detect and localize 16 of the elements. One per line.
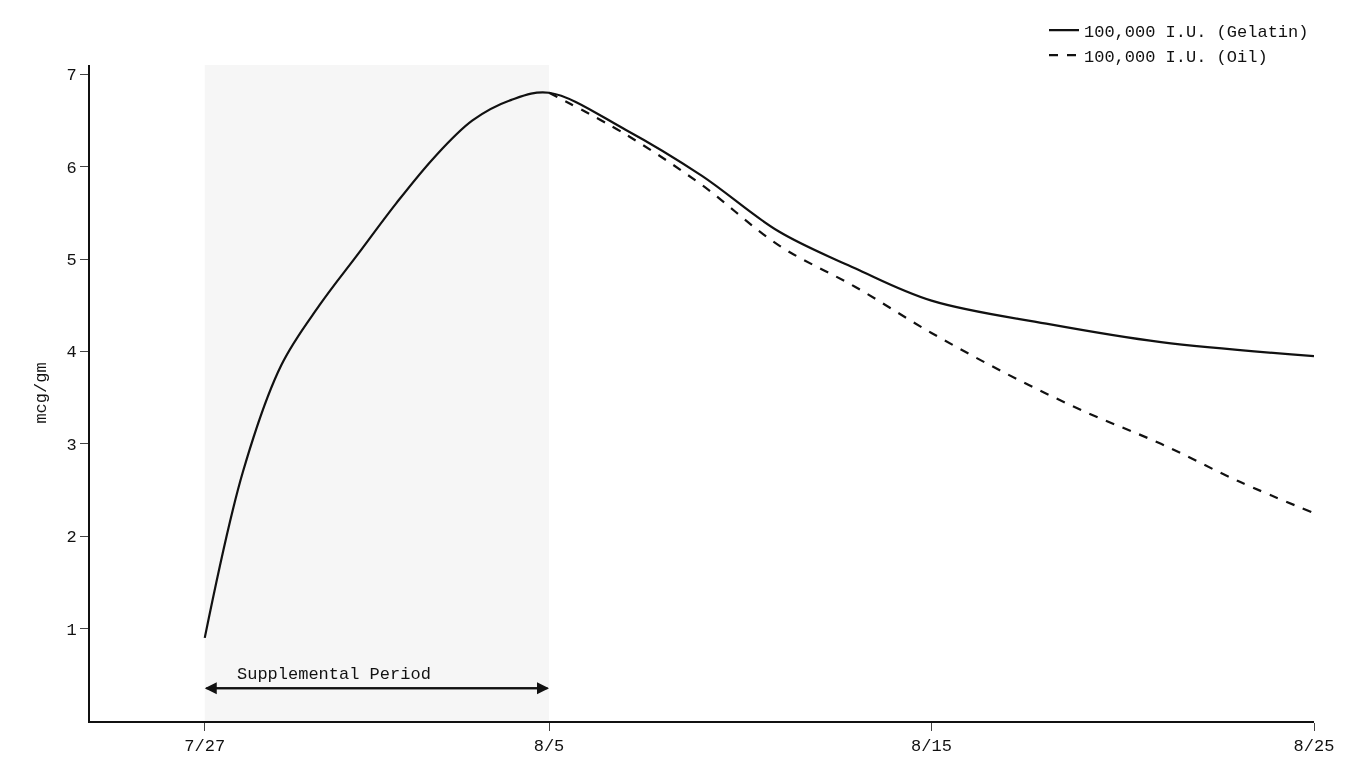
legend-label: 100,000 I.U. (Oil) bbox=[1084, 47, 1268, 67]
y-tick-label: 2 bbox=[66, 528, 77, 548]
line-series bbox=[203, 91, 1314, 639]
y-tick-label: 1 bbox=[66, 620, 77, 640]
y-tick-label: 5 bbox=[66, 250, 77, 270]
y-tick-label: 6 bbox=[66, 158, 77, 178]
x-tick-label: 8/25 bbox=[1293, 737, 1335, 757]
band-label: Supplemental Period bbox=[237, 665, 431, 684]
y-tick-label: 4 bbox=[66, 343, 77, 363]
legend-label: 100,000 I.U. (Gelatin) bbox=[1084, 22, 1309, 42]
y-tick-label: 3 bbox=[66, 435, 77, 455]
y-tick-label: 7 bbox=[66, 66, 77, 86]
x-tick-label: 8/15 bbox=[911, 737, 952, 757]
x-tick-label: 8/5 bbox=[533, 737, 565, 757]
x-tick-label: 7/27 bbox=[184, 737, 226, 757]
y-axis-title: mcg/gm bbox=[32, 362, 52, 424]
